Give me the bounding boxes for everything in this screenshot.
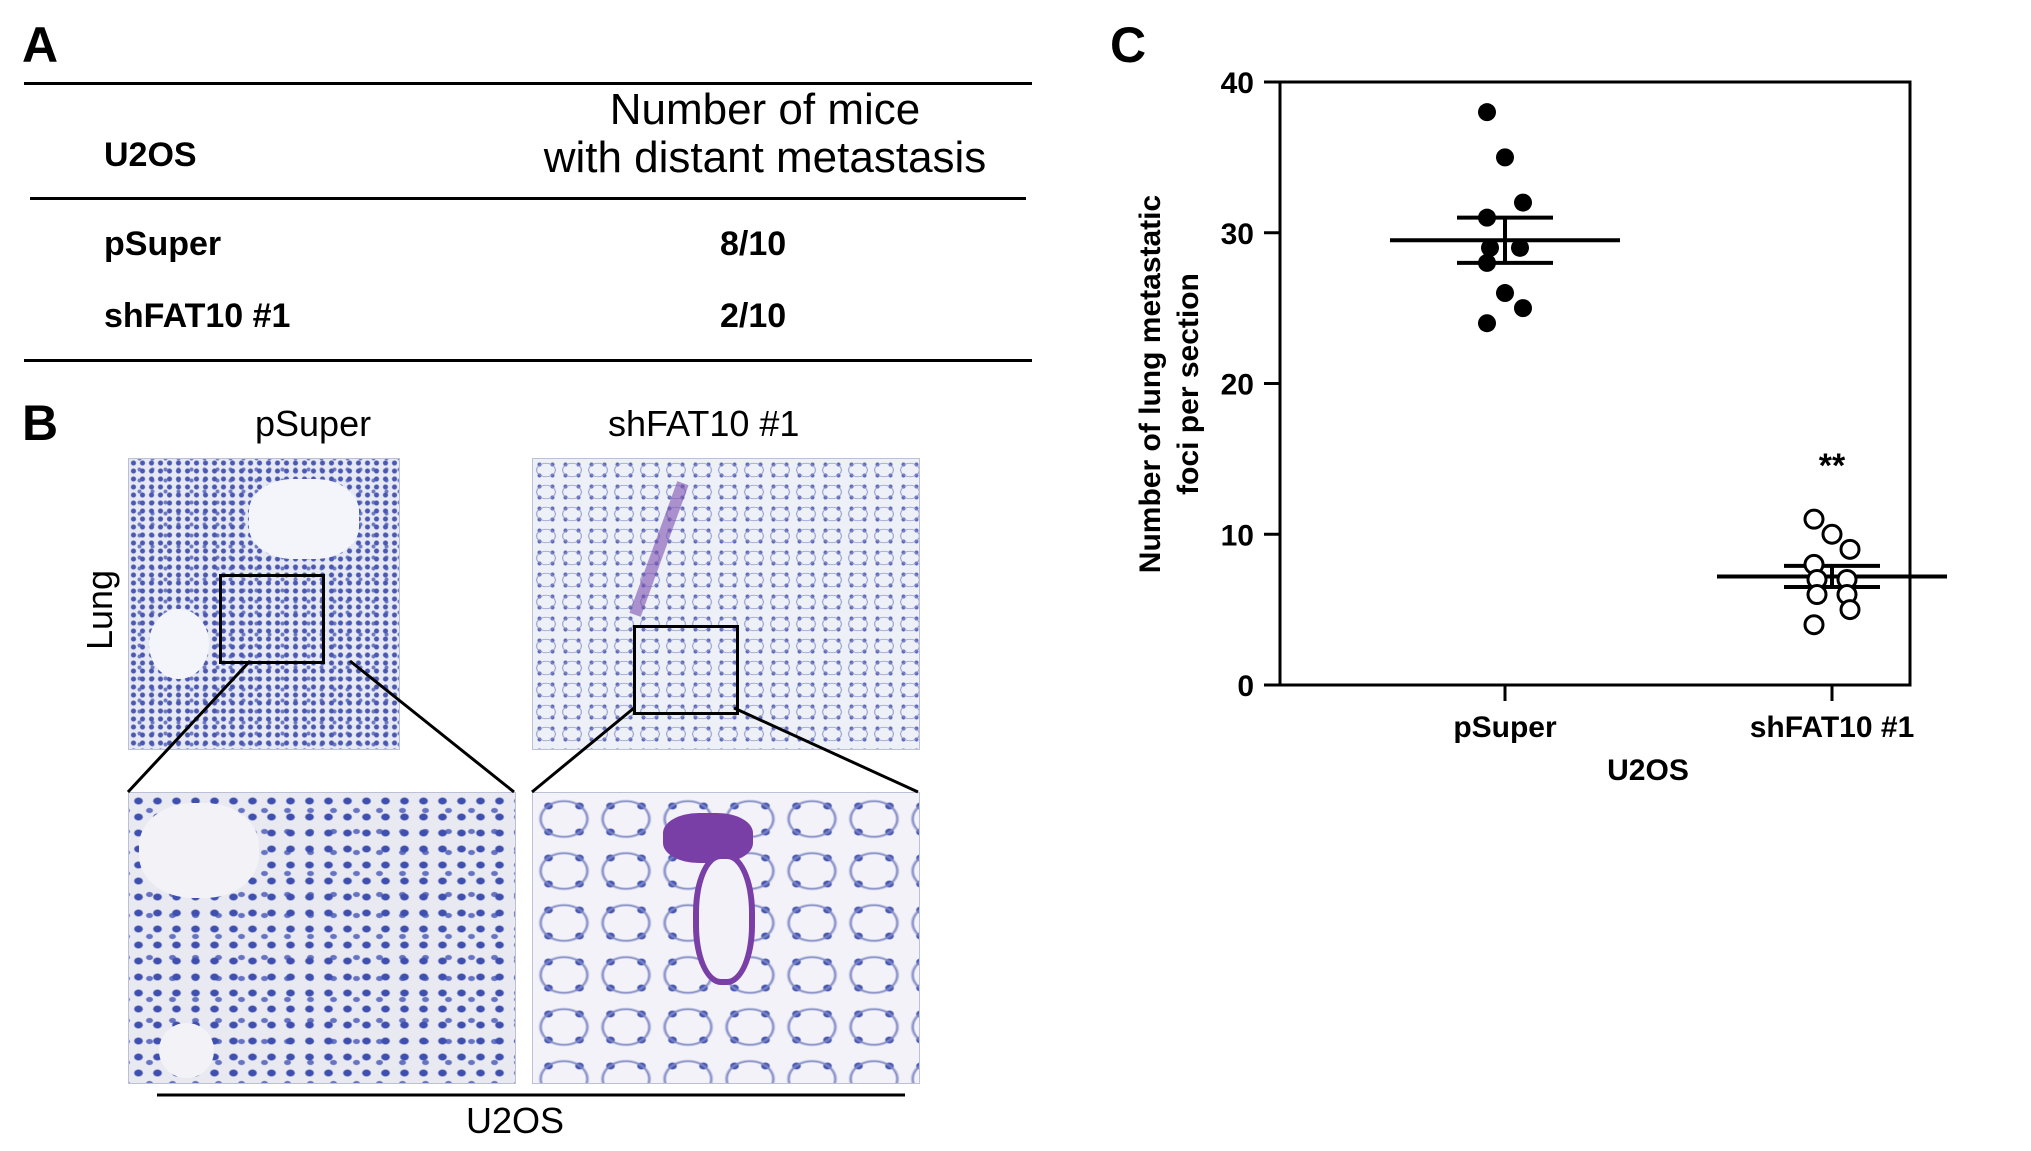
table-bottom-rule [24,359,1032,362]
panel-label-b: B [22,395,59,451]
x-tick-label: pSuper [1453,711,1557,744]
y-tick-label: 0 [1237,670,1254,703]
data-point [1803,508,1825,530]
micrograph-psuper-zoom [128,792,516,1084]
micrograph-psuper-overview [128,458,400,750]
y-axis-label-line1: Number of lung metastatic [1134,195,1167,573]
table-row-group-1: pSuper [104,225,222,263]
data-point [1481,238,1499,257]
y-tick-label: 10 [1221,519,1254,552]
y-axis-label-line2: foci per section [1172,273,1205,495]
table-row-value-2: 2/10 [720,297,787,335]
y-tick-label: 40 [1221,67,1254,100]
zoom-region-box [633,625,739,715]
y-tick-label: 20 [1221,369,1254,402]
histology-col-label-psuper: pSuper [255,403,372,444]
zoom-region-box [219,574,325,664]
data-point [1478,103,1496,122]
table-header: Number of mice with distant metastasis [500,85,1030,183]
data-point [1496,148,1514,167]
histology-bottom-label: U2OS [466,1100,565,1141]
table-header-line1: Number of mice [609,85,921,134]
table-row-group-2: shFAT10 #1 [104,297,291,335]
significance-annotation: ** [1819,447,1846,485]
airspace [139,803,259,898]
y-tick-label: 30 [1221,218,1254,251]
micrograph-shfat10-overview [532,458,920,750]
data-point [1806,584,1828,606]
table-top-rule [24,82,1032,85]
data-point [1839,538,1861,560]
data-point [1478,314,1496,333]
table-row-value-1: 8/10 [720,225,787,263]
scatter-chart: 0 10 20 30 40 pSuper shFAT10 #1 ** Number of … [1134,67,1947,787]
histology-col-label-shfat10: shFAT10 #1 [608,403,800,444]
table-header-line2: with distant metastasis [543,133,987,183]
vessel [693,853,755,985]
panel-label-a: A [22,17,59,73]
data-point [1478,208,1496,227]
panel-label-c: C [1110,17,1147,73]
x-tick-label: shFAT10 #1 [1750,711,1915,744]
airspace [159,1023,214,1078]
micrograph-shfat10-zoom [532,792,920,1084]
x-axis-label: U2OS [1607,754,1689,787]
data-point [1514,193,1532,212]
data-point [1803,614,1825,636]
table-cell-line: U2OS [104,136,197,174]
zoom-connector-lines [126,659,919,1097]
data-point [1478,253,1496,272]
data-point [1821,523,1843,545]
data-point [1496,284,1514,303]
data-point [1839,599,1861,621]
airspace [149,609,209,679]
airspace [249,479,359,559]
metastatic-focus [663,813,753,863]
data-point [1511,238,1529,257]
table-header-rule [30,197,1026,200]
data-point [1514,299,1532,318]
